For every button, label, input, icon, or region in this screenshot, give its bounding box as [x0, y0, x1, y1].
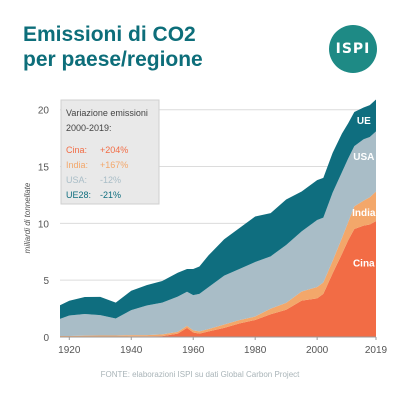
y-tick-label: 20 [38, 106, 50, 117]
y-tick-label: 10 [38, 219, 50, 230]
legend-entry-name: India: [66, 160, 88, 170]
series-labels: UE USA India Cina [352, 116, 376, 270]
stacked-areas [60, 99, 376, 337]
legend-title-2: 2000-2019: [66, 123, 112, 133]
emissions-chart: 0 5 10 15 20 1920 1940 1960 1980 2000 2019 UE USA In… [23, 99, 388, 356]
legend-entry-name: Cina: [66, 145, 87, 155]
legend-title-1: Variazione emissioni [66, 108, 148, 118]
source-note: FONTE: elaborazioni ISPI su dati Global … [100, 370, 300, 379]
ispi-logo: ISPI [329, 25, 377, 73]
area-india [60, 191, 376, 337]
x-tick-label: 1940 [120, 345, 143, 356]
title-line-1: Emissioni di CO2 [23, 23, 196, 46]
x-tick-label: 1980 [244, 345, 267, 356]
title-line-2: per paese/regione [23, 48, 203, 71]
series-label-ue: UE [357, 116, 371, 127]
series-label-india: India [352, 208, 376, 219]
legend-box: Variazione emissioni 2000-2019: Cina: +204%… [60, 99, 160, 205]
area-usa [60, 131, 376, 336]
legend-entry-value: +167% [100, 160, 128, 170]
series-label-cina: Cina [353, 259, 375, 270]
x-tick-label: 2000 [306, 345, 329, 356]
area-cina [60, 221, 376, 337]
x-tick-label: 2019 [365, 345, 388, 356]
x-tick-label: 1960 [182, 345, 205, 356]
legend-background [60, 99, 160, 205]
legend-entry-value: +204% [100, 145, 128, 155]
legend-entry-value: -12% [100, 175, 121, 185]
y-axis-label: miliardi di tonnellate [23, 182, 32, 253]
y-tick-label: 5 [43, 276, 49, 287]
series-label-usa: USA [353, 152, 374, 163]
axes: 0 5 10 15 20 1920 1940 1960 1980 2000 2019 [38, 106, 388, 356]
y-tick-label: 15 [38, 163, 50, 174]
legend-entry-name: UE28: [66, 190, 91, 200]
chart-title: Emissioni di CO2 per paese/regione [23, 22, 203, 72]
legend-entry-name: USA: [66, 175, 87, 185]
y-tick-label: 0 [43, 333, 49, 344]
area-ue [60, 99, 376, 319]
x-tick-label: 1920 [58, 345, 81, 356]
legend-entry-value: -21% [100, 190, 121, 200]
